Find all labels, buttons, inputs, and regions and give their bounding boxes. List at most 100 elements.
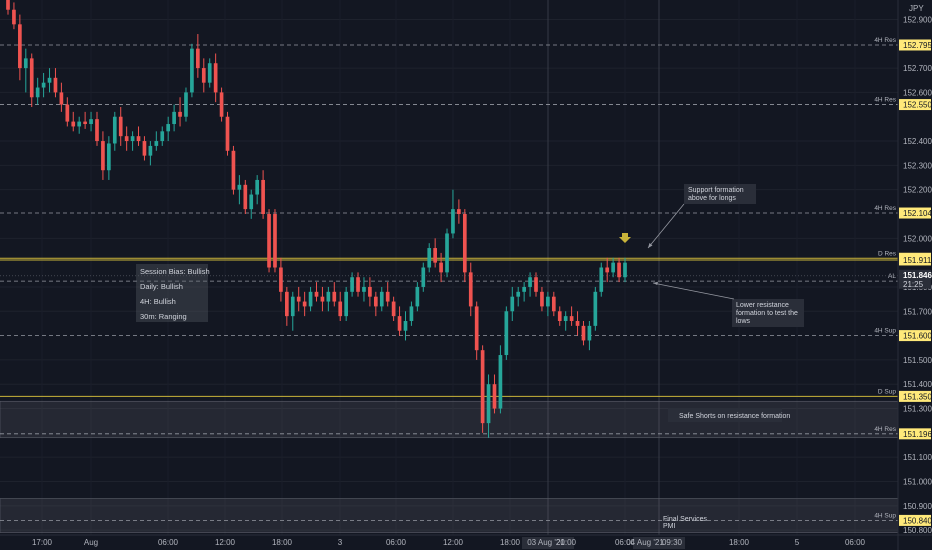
time-tick-label: 17:00 xyxy=(32,538,53,547)
candle-body xyxy=(29,58,34,98)
zone-rect xyxy=(0,498,899,533)
candle-body xyxy=(403,321,408,331)
level-price-badge xyxy=(899,39,931,51)
currency-label: JPY xyxy=(909,4,924,13)
candle-body xyxy=(148,145,153,156)
level-price-text: 151.196 xyxy=(903,430,932,439)
candle-body xyxy=(504,311,509,356)
level-price-text: 151.600 xyxy=(903,332,932,341)
time-axis[interactable]: 17:00 Aug 06:00 12:00 18:00 3 06:00 12:00 18:00 0… xyxy=(0,534,932,549)
candle-body xyxy=(243,184,248,210)
candle-body xyxy=(166,124,171,132)
candle-body xyxy=(356,277,360,292)
candle-body xyxy=(219,92,224,117)
candle-body xyxy=(462,214,467,273)
time-tick-label: 12:00 xyxy=(215,538,236,547)
candle-body xyxy=(563,316,568,321)
note-line: lows xyxy=(736,318,751,325)
candle-body xyxy=(101,141,105,171)
candle-body xyxy=(445,233,449,273)
time-tick-label: Aug xyxy=(84,538,98,547)
candle-body xyxy=(373,296,378,307)
level-price-text: 152.550 xyxy=(903,101,932,110)
candle-body xyxy=(326,291,331,302)
candles-layer xyxy=(6,0,627,438)
note-arrow xyxy=(647,203,685,249)
last-price-text: 151.846 xyxy=(903,271,932,280)
candle-body xyxy=(474,306,479,351)
crosshair-date-bg xyxy=(522,537,574,549)
price-tick-label: 151.700 xyxy=(903,307,932,316)
time-tick-label: 18:00 xyxy=(500,538,521,547)
event-label: Final Services xyxy=(663,516,707,523)
candle-body xyxy=(516,291,521,297)
candle-body xyxy=(296,296,301,302)
candle-body xyxy=(534,277,538,292)
price-tick-label: 152.700 xyxy=(903,64,932,73)
candle-body xyxy=(65,104,70,122)
candle-body xyxy=(154,141,159,146)
candle-body xyxy=(35,87,40,98)
bias-line: 4H: Bullish xyxy=(140,297,176,306)
candle-body xyxy=(551,296,556,312)
price-tick-label: 151.300 xyxy=(903,405,932,414)
candle-body xyxy=(261,179,265,214)
candle-body xyxy=(320,296,325,302)
candle-body xyxy=(83,121,87,125)
candle-body xyxy=(267,214,271,268)
level-price-text: 151.350 xyxy=(903,392,932,401)
candle-body xyxy=(480,350,485,424)
note-box xyxy=(732,299,804,327)
candle-body xyxy=(196,48,200,69)
candle-body xyxy=(41,82,46,88)
candle-body xyxy=(498,355,503,409)
candle-body xyxy=(421,267,426,287)
grid-layer xyxy=(0,0,898,535)
crosshair-date-label: 20:00 xyxy=(556,538,577,547)
level-price-text: 152.795 xyxy=(903,41,932,50)
candle-body xyxy=(249,194,254,210)
note-line: Support formation xyxy=(688,187,744,194)
candle-body xyxy=(593,291,598,326)
note-box xyxy=(684,184,756,204)
bias-line: 30m: Ranging xyxy=(140,312,187,321)
level-label: 4H Res xyxy=(874,205,896,212)
candle-body xyxy=(142,141,147,156)
candle-body xyxy=(279,267,283,292)
note-line: formation to test the xyxy=(736,310,798,317)
candle-body xyxy=(332,291,337,302)
price-tick-label: 150.800 xyxy=(903,526,932,535)
candle-body xyxy=(486,384,491,424)
candle-body xyxy=(540,291,544,307)
price-tick-label: 150.900 xyxy=(903,502,932,511)
price-tick-label: 152.400 xyxy=(903,137,932,146)
bias-line: Session Bias: Bullish xyxy=(140,267,210,276)
candle-body xyxy=(107,143,111,171)
price-axis[interactable]: JPY 152.900 152.700 152.600 152.400 152.300 15… xyxy=(897,0,932,550)
level-label: D Sup xyxy=(878,388,896,395)
level-price-badge xyxy=(899,514,931,526)
level-price-text: 152.104 xyxy=(903,209,932,218)
note-line: above for longs xyxy=(688,195,736,202)
candle-body xyxy=(6,0,10,10)
candle-body xyxy=(611,262,615,273)
candle-body xyxy=(184,92,188,117)
candle-body xyxy=(427,248,432,268)
candle-body xyxy=(510,296,515,312)
candle-body xyxy=(302,301,307,307)
candle-body xyxy=(118,116,123,137)
candle-body xyxy=(47,77,52,83)
candle-body xyxy=(575,321,580,326)
time-tick-label: 3 xyxy=(338,538,343,547)
candle-body xyxy=(160,131,165,142)
level-label: 4H Res xyxy=(874,97,896,104)
price-tick-label: 151.000 xyxy=(903,478,932,487)
price-tick-label: 151.400 xyxy=(903,380,932,389)
candle-body xyxy=(237,184,242,190)
candle-body xyxy=(623,262,627,278)
candle-body xyxy=(308,291,313,307)
candle-body xyxy=(468,272,473,307)
level-label: 4H Res xyxy=(874,426,896,433)
